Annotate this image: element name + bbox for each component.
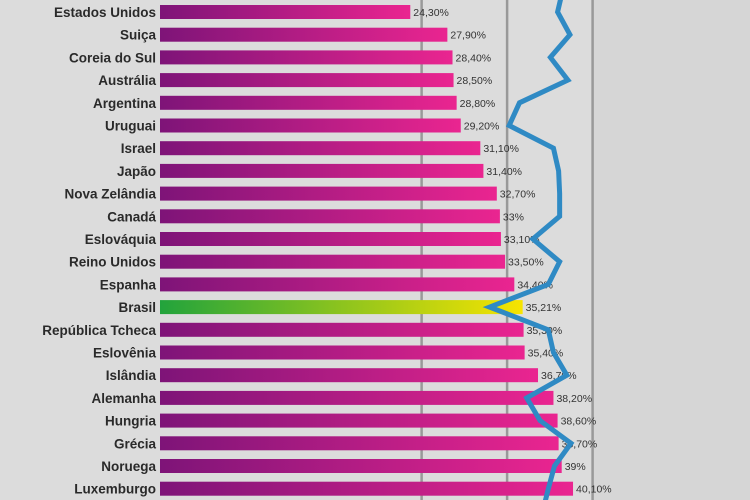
value-label: 28,80%: [460, 98, 496, 110]
category-label: Eslovênia: [93, 346, 157, 361]
value-label: 27,90%: [450, 30, 486, 42]
value-label: 35,21%: [526, 302, 562, 314]
value-label: 29,20%: [464, 121, 500, 133]
bar: [160, 277, 515, 292]
bar: [160, 186, 497, 201]
bar: [160, 368, 539, 383]
category-label: República Tcheca: [42, 323, 156, 338]
value-label: 33,10%: [504, 234, 540, 246]
category-label: Japão: [117, 164, 156, 179]
category-label: Brasil: [118, 300, 156, 315]
bar: [160, 5, 411, 19]
category-label: Luxemburgo: [74, 482, 156, 497]
category-label: Espanha: [100, 277, 157, 292]
line-series: [482, 0, 575, 500]
category-label: Reino Unidos: [69, 255, 156, 270]
value-label: 33%: [503, 211, 524, 223]
category-label: Islândia: [106, 368, 157, 383]
value-label: 32,70%: [500, 189, 536, 201]
value-label: 31,40%: [486, 166, 522, 178]
value-label: 38,60%: [561, 416, 597, 428]
bar: [160, 141, 481, 156]
category-label: Eslováquia: [85, 232, 157, 247]
bar: [160, 390, 554, 405]
bar: [160, 413, 558, 428]
category-label: Israel: [121, 141, 156, 156]
category-label: Austrália: [98, 73, 156, 88]
category-label: Hungria: [105, 414, 156, 429]
value-label: 38,20%: [556, 393, 592, 405]
bar: [160, 459, 562, 473]
value-label: 28,40%: [456, 52, 492, 64]
bar: [160, 27, 448, 42]
bar: [160, 345, 525, 360]
bar: [160, 254, 506, 269]
bar: [160, 163, 484, 178]
bar: [160, 118, 461, 133]
bar: [160, 436, 559, 451]
category-label: Noruega: [101, 459, 156, 474]
value-label: 31,10%: [483, 143, 519, 155]
bar: [160, 209, 500, 224]
bar: [160, 50, 453, 65]
bar: [160, 322, 524, 337]
category-label: Coreia do Sul: [69, 50, 156, 65]
bar-highlight: [160, 300, 523, 315]
category-label: Nova Zelândia: [64, 187, 156, 202]
value-label: 33,50%: [508, 257, 544, 269]
category-label: Estados Unidos: [54, 5, 156, 20]
category-label: Canadá: [107, 209, 156, 224]
category-label: Uruguai: [105, 119, 156, 134]
value-label: 24,30%: [413, 7, 449, 19]
category-label: Grécia: [114, 436, 157, 451]
value-label: 39%: [565, 461, 586, 473]
chart-right-panel: [593, 0, 750, 500]
bar: [160, 481, 574, 496]
category-label: Alemanha: [91, 391, 156, 406]
category-label: Suiça: [120, 28, 157, 43]
category-label: Argentina: [93, 96, 156, 111]
bar: [160, 73, 454, 88]
bar: [160, 232, 501, 246]
value-label: 28,50%: [457, 75, 493, 87]
value-label: 40,10%: [576, 484, 612, 496]
bar: [160, 95, 457, 110]
